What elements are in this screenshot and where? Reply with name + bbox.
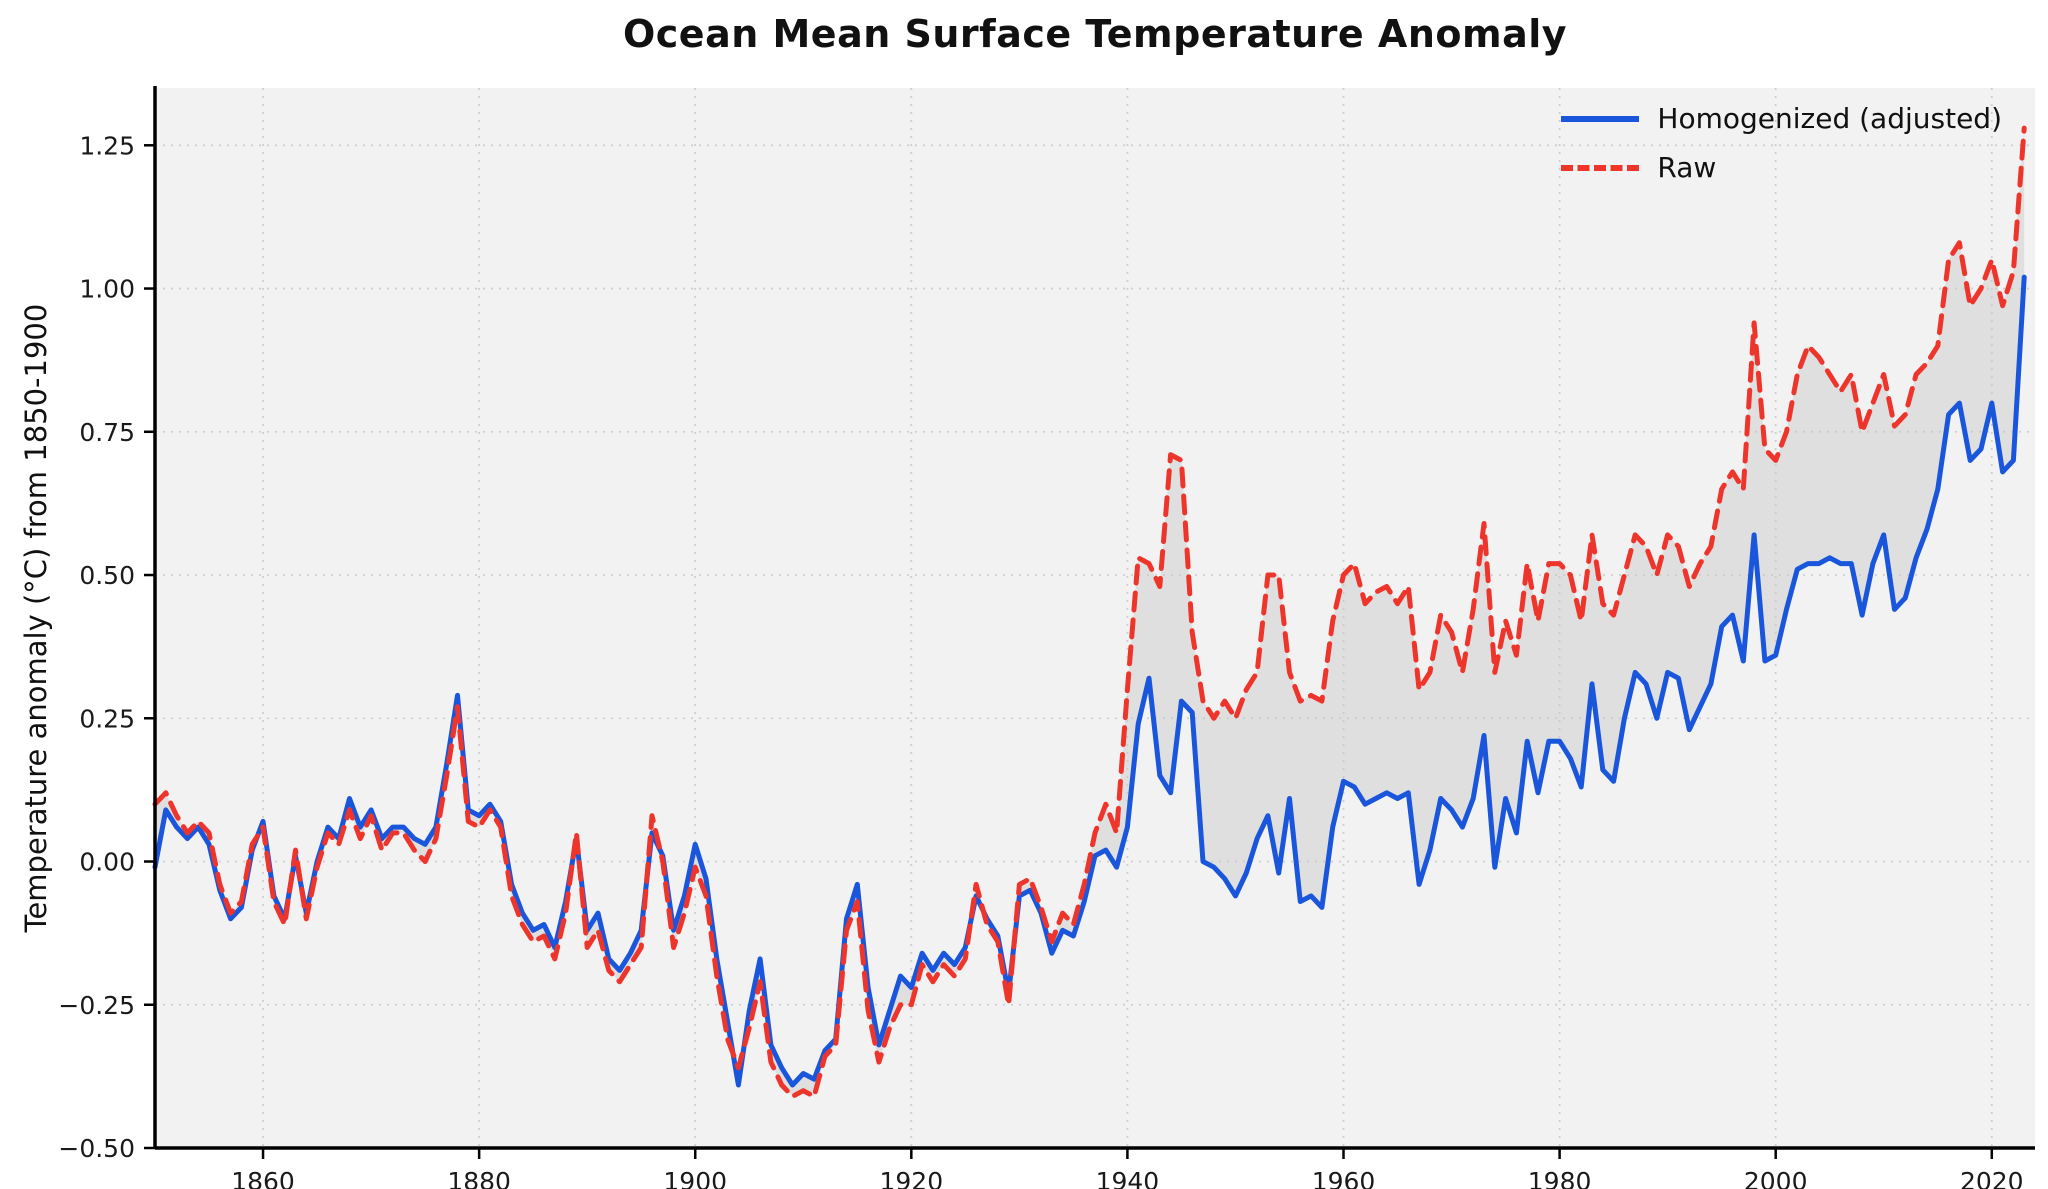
x-tick-label: 1860 (231, 1167, 295, 1189)
y-tick-label: −0.25 (58, 991, 135, 1020)
x-tick-label: 1980 (1528, 1167, 1592, 1189)
y-axis-label: Temperature anomaly (°C) from 1850-1900 (19, 303, 53, 933)
legend-label-homogenized: Homogenized (adjusted) (1657, 102, 2002, 135)
y-tick-label: 0.50 (79, 561, 135, 590)
chart-title: Ocean Mean Surface Temperature Anomaly (622, 12, 1568, 56)
y-tick-label: 0.25 (79, 704, 135, 733)
y-tick-label: −0.50 (58, 1134, 135, 1163)
y-tick-label: 0.00 (79, 848, 135, 877)
legend-label-raw: Raw (1657, 151, 1717, 184)
legend-line-sample-dashed (1561, 164, 1640, 171)
x-tick-label: 1960 (1312, 1167, 1376, 1189)
x-tick-label: 2000 (1744, 1167, 1808, 1189)
y-tick-label: 1.00 (79, 275, 135, 304)
y-tick-label: 1.25 (79, 131, 135, 160)
y-tick-label: 0.75 (79, 418, 135, 447)
x-tick-label: 1940 (1096, 1167, 1160, 1189)
legend-line-sample-solid (1561, 115, 1640, 122)
legend: Homogenized (adjusted) Raw (1561, 102, 2002, 184)
x-tick-label: 2020 (1960, 1167, 2024, 1189)
legend-item-homogenized: Homogenized (adjusted) (1561, 102, 2002, 135)
x-tick-label: 1920 (880, 1167, 944, 1189)
series-line-raw (152, 125, 2027, 1099)
legend-item-raw: Raw (1561, 151, 2002, 184)
fill-between-region (155, 128, 2025, 1097)
plot-background (155, 88, 2035, 1148)
x-tick-label: 1900 (663, 1167, 727, 1189)
x-tick-label: 1880 (447, 1167, 511, 1189)
